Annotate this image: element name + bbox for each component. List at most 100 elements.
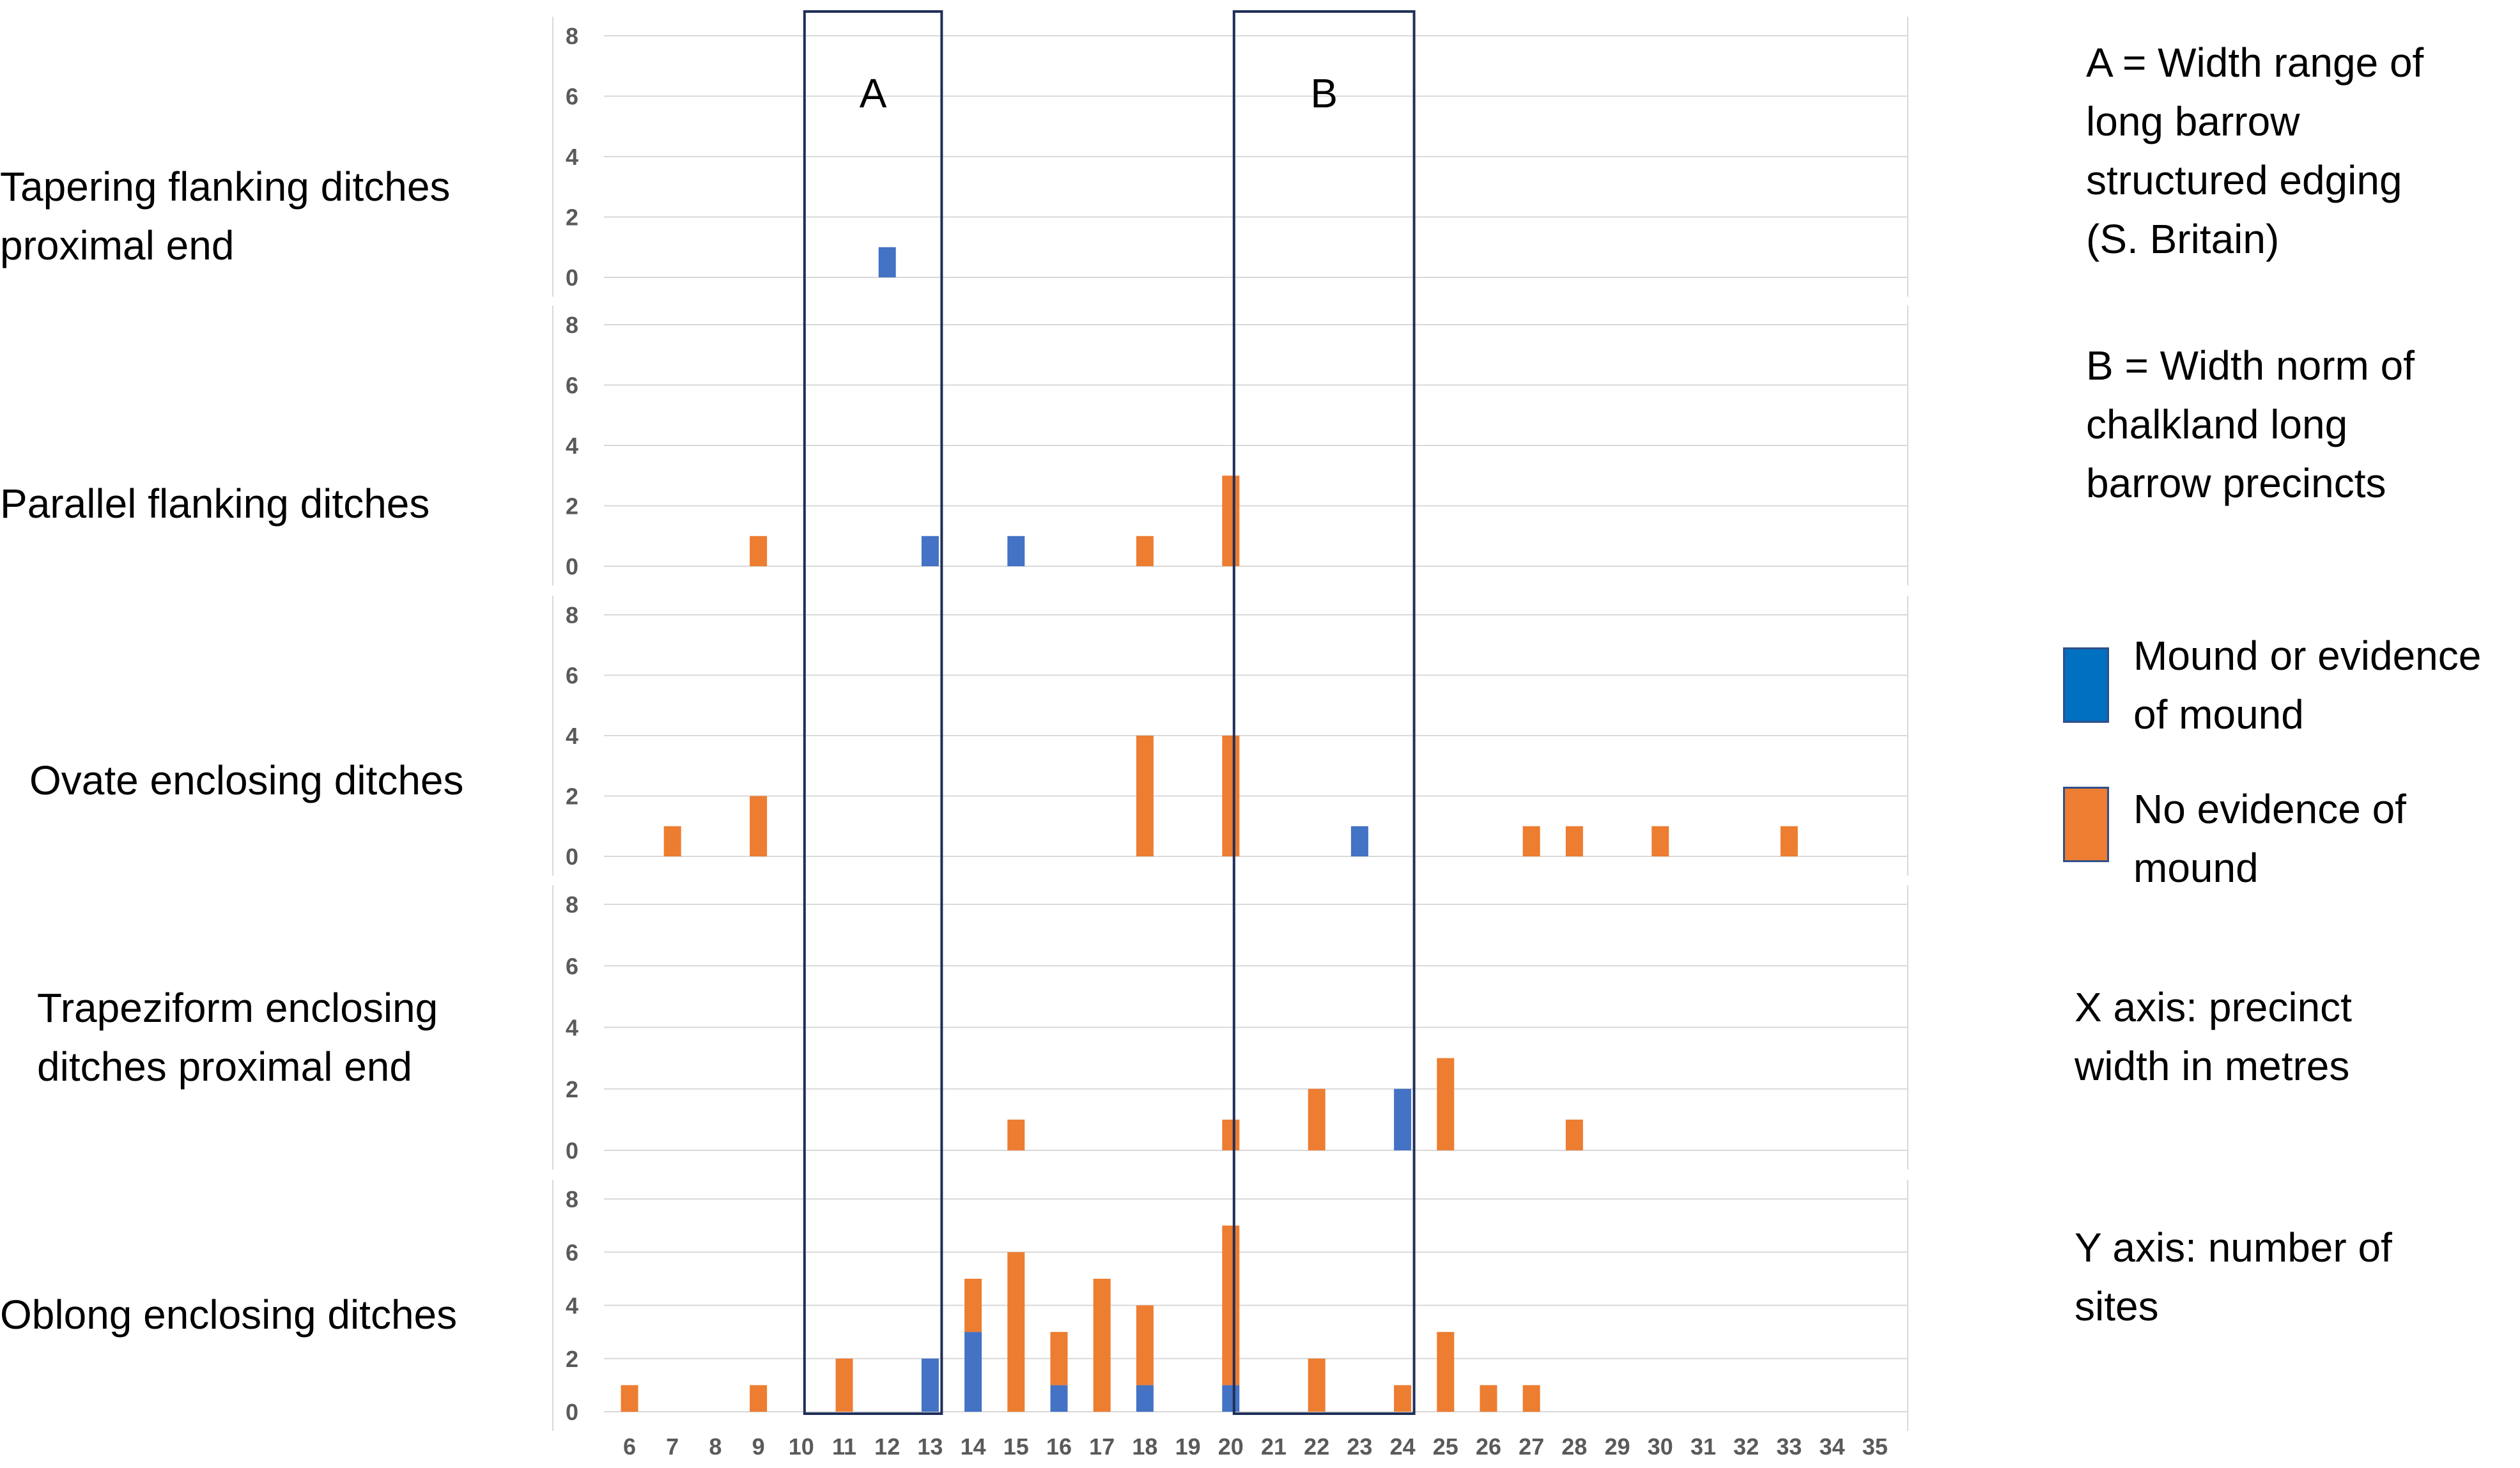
y-tick-label: 6 (566, 1239, 578, 1265)
x-tick-label: 25 (1433, 1433, 1458, 1460)
bar-no-mound (964, 1278, 982, 1333)
bar-no-mound (1437, 1058, 1455, 1150)
y-tick-label: 0 (566, 844, 578, 870)
bar-no-mound (1050, 1332, 1068, 1386)
highlight-box-label: B (1310, 70, 1338, 116)
x-tick-label: 18 (1132, 1433, 1157, 1460)
y-tick-label: 8 (566, 602, 578, 628)
row-label-line: proximal end (0, 222, 235, 268)
y-tick-label: 8 (566, 23, 578, 49)
row-label-parallel: Parallel flanking ditches (0, 474, 537, 533)
row-label-line: Parallel flanking ditches (0, 481, 430, 527)
bar-no-mound (1007, 1252, 1025, 1412)
x-tick-label: 15 (1003, 1433, 1029, 1460)
legend-label-no-mound: No evidence of mound (2133, 780, 2406, 897)
bar-no-mound (1136, 536, 1154, 566)
bar-no-mound (1222, 1119, 1240, 1150)
note-box-b: B = Width norm of chalkland long barrow … (2086, 336, 2415, 513)
x-tick-label: 34 (1820, 1433, 1845, 1460)
note-line: Y axis: number of (2075, 1225, 2392, 1271)
y-tick-label: 8 (566, 1186, 578, 1212)
y-tick-label: 6 (566, 953, 578, 979)
y-tick-label: 6 (566, 84, 578, 110)
bar-mound (921, 536, 939, 566)
y-tick-label: 0 (566, 265, 578, 291)
y-tick-label: 2 (566, 205, 578, 231)
highlight-box-label: A (860, 70, 887, 116)
highlight-box (803, 10, 943, 1415)
x-tick-label: 12 (874, 1433, 900, 1460)
legend-label-mound: Mound or evidence of mound (2133, 626, 2481, 744)
note-line: structured edging (2086, 157, 2402, 203)
bar-mound (1136, 1385, 1154, 1412)
x-tick-label: 26 (1476, 1433, 1501, 1460)
bar-no-mound (1222, 475, 1240, 566)
y-tick-label: 6 (566, 373, 578, 399)
bar-mound (1222, 1385, 1240, 1412)
x-tick-label: 27 (1519, 1433, 1544, 1460)
bar-mound (1394, 1088, 1412, 1150)
x-tick-label: 35 (1862, 1433, 1888, 1460)
bar-no-mound (1222, 1225, 1240, 1386)
bar-no-mound (750, 1385, 768, 1412)
y-tick-label: 2 (566, 493, 578, 520)
note-line: B = Width norm of (2086, 343, 2415, 389)
y-tick-label: 6 (566, 663, 578, 689)
y-tick-label: 8 (566, 892, 578, 918)
note-box-a: A = Width range of long barrow structure… (2086, 33, 2423, 268)
note-x-axis: X axis: precinct width in metres (2075, 978, 2352, 1095)
bar-no-mound (1136, 736, 1154, 856)
bar-no-mound (1522, 1385, 1540, 1412)
bar-no-mound (1437, 1332, 1455, 1412)
x-tick-label: 33 (1776, 1433, 1802, 1460)
note-line: sites (2075, 1283, 2159, 1329)
x-tick-label: 23 (1347, 1433, 1372, 1460)
bar-no-mound (835, 1358, 853, 1412)
note-line: X axis: precinct (2075, 984, 2352, 1030)
note-y-axis: Y axis: number of sites (2075, 1218, 2392, 1336)
bar-no-mound (1007, 1119, 1025, 1150)
bar-no-mound (1222, 736, 1240, 856)
bar-no-mound (1093, 1278, 1111, 1412)
bar-no-mound (1394, 1385, 1412, 1412)
x-tick-label: 21 (1261, 1433, 1287, 1460)
row-label-line: Ovate enclosing ditches (29, 757, 464, 803)
bar-mound (921, 1358, 939, 1412)
bar-no-mound (1308, 1088, 1326, 1150)
y-tick-label: 4 (566, 1293, 578, 1319)
legend-swatch-no-mound (2063, 787, 2109, 862)
y-tick-label: 4 (566, 433, 578, 459)
bar-mound (1007, 536, 1025, 566)
bar-no-mound (750, 536, 768, 566)
note-line: A = Width range of (2086, 40, 2424, 86)
bar-no-mound (1780, 826, 1798, 856)
y-tick-label: 2 (566, 1346, 578, 1372)
x-tick-label: 14 (961, 1433, 986, 1460)
y-tick-label: 4 (566, 1015, 578, 1041)
x-tick-label: 24 (1390, 1433, 1416, 1460)
row-label-trapeziform: Trapeziform enclosing ditches proximal e… (37, 978, 574, 1096)
row-label-tapering: Tapering flanking ditches proximal end (0, 157, 537, 275)
legend-line: of mound (2133, 692, 2304, 738)
bar-mound (1350, 826, 1368, 856)
bar-no-mound (1651, 826, 1669, 856)
x-tick-label: 16 (1046, 1433, 1072, 1460)
legend-line: mound (2133, 845, 2259, 891)
bar-no-mound (1480, 1385, 1497, 1412)
x-tick-label: 32 (1733, 1433, 1759, 1460)
bar-no-mound (621, 1385, 638, 1412)
bar-no-mound (1308, 1358, 1326, 1412)
bar-mound (1050, 1385, 1068, 1412)
bar-no-mound (1522, 826, 1540, 856)
x-tick-label: 6 (623, 1433, 636, 1460)
x-tick-label: 31 (1690, 1433, 1716, 1460)
y-tick-label: 8 (566, 312, 578, 338)
bars (621, 247, 1798, 1412)
note-line: (S. Britain) (2086, 216, 2280, 262)
bar-no-mound (1565, 826, 1583, 856)
bar-no-mound (1136, 1305, 1154, 1386)
x-tick-label: 30 (1648, 1433, 1673, 1460)
x-tick-label: 20 (1218, 1433, 1244, 1460)
